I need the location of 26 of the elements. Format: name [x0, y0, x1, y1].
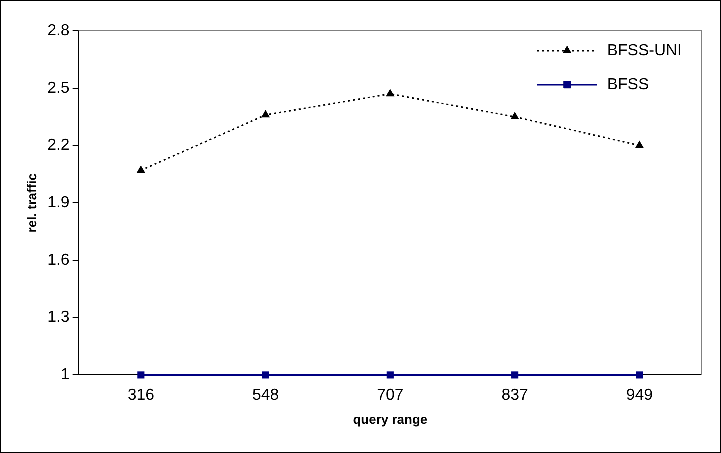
y-tick-label: 1.3: [48, 309, 70, 326]
y-tick-label: 1: [60, 366, 70, 384]
legend-label: BFSS-UNI: [607, 42, 682, 60]
point: [262, 372, 270, 379]
point: [510, 112, 520, 120]
legend-label: BFSS: [607, 76, 650, 94]
point: [635, 140, 644, 148]
x-tick-label: 949: [626, 387, 654, 404]
y-tick-label: 2.8: [48, 22, 70, 40]
point: [636, 372, 644, 379]
x-tick-label: 548: [252, 387, 280, 404]
point: [512, 372, 519, 379]
x-tick-label: 837: [502, 387, 528, 404]
point: [261, 110, 270, 118]
x-tick-label: 707: [377, 387, 404, 404]
point: [138, 372, 145, 379]
y-tick-label: 2.2: [48, 137, 70, 154]
y-tick-label: 1.9: [48, 194, 70, 212]
y-tick-label: 2.5: [48, 80, 70, 97]
point: [386, 372, 394, 379]
point: [136, 166, 146, 174]
y-tick-label: 1.6: [48, 252, 70, 269]
x-axis-title: query range: [353, 412, 428, 427]
point: [386, 89, 395, 97]
y-axis-title: rel. traffic: [24, 173, 40, 233]
x-tick-label: 316: [128, 387, 155, 404]
